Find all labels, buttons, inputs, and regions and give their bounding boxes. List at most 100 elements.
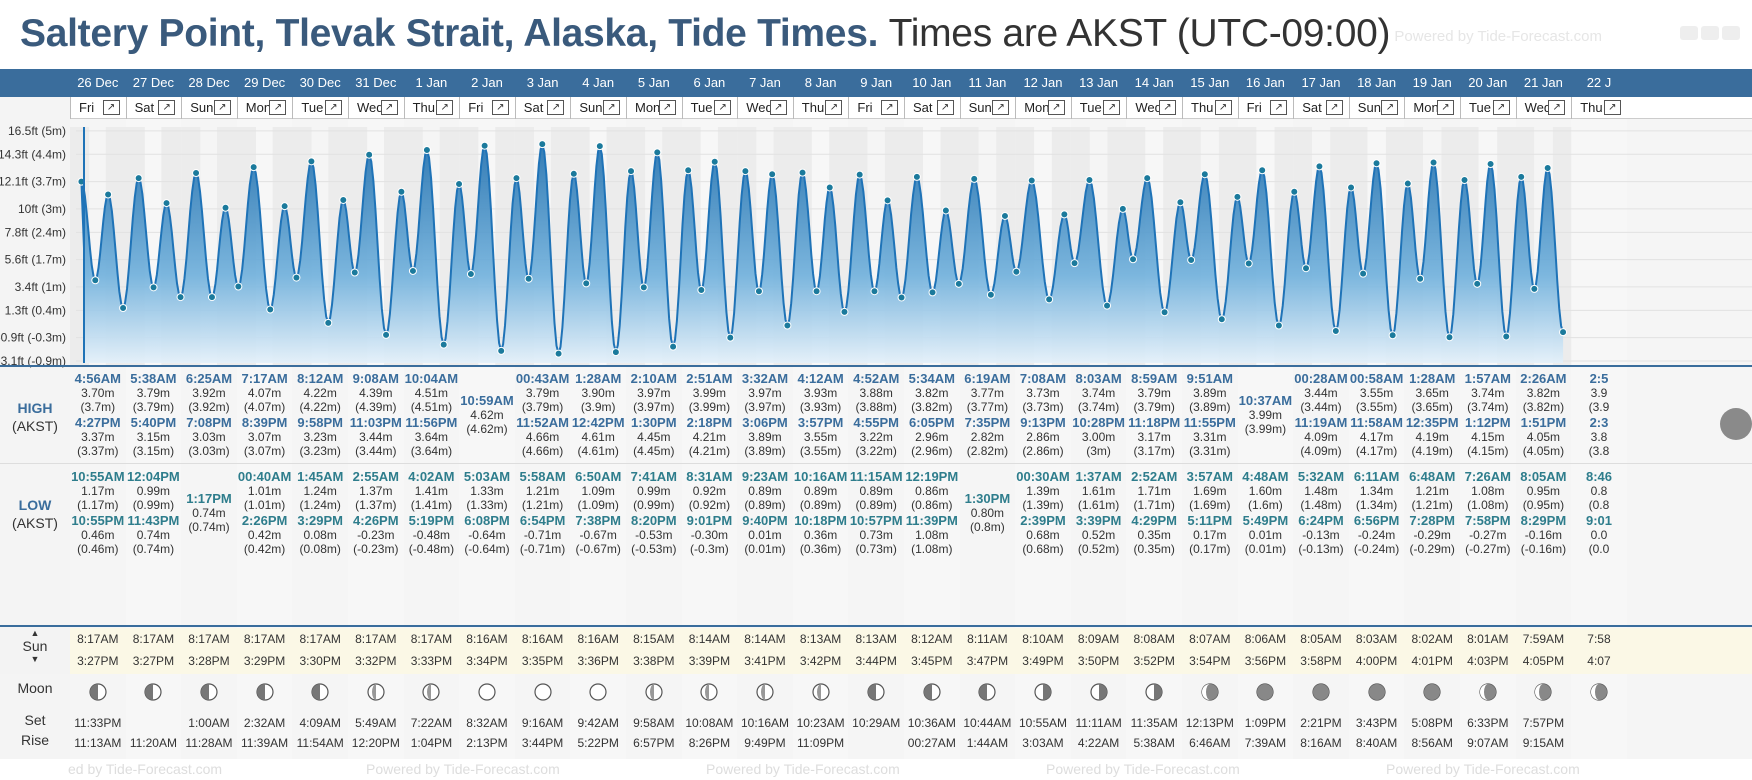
expand-icon[interactable]: ↗ (769, 100, 787, 115)
expand-icon[interactable]: ↗ (1325, 100, 1343, 115)
expand-icon[interactable]: ↗ (658, 100, 676, 115)
moon-times-cell: 10:44AM 1:44AM (960, 713, 1016, 753)
date-header-cell: 6 Jan (693, 75, 726, 90)
high-tide-cell: 9:08AM 4.39m (4.39m) (348, 372, 404, 415)
expand-icon[interactable]: ↗ (380, 100, 398, 115)
expand-icon[interactable]: ↗ (1548, 100, 1566, 115)
tide-point (883, 196, 892, 205)
expand-icon[interactable]: ↗ (1214, 100, 1232, 115)
tide-point (1290, 187, 1299, 196)
sunrise-time: 8:07AM (1189, 632, 1231, 646)
tide-time: 7:26AM (1464, 469, 1511, 484)
expand-icon[interactable]: ↗ (436, 100, 454, 115)
tide-point (897, 293, 906, 302)
tide-height-m: 3.89m (1193, 386, 1227, 400)
weekday-label: Sat (523, 100, 544, 115)
sun-times-cell: 8:16AM 3:34PM (459, 633, 515, 667)
tide-point (928, 288, 937, 297)
high-tide-cell: 11:03PM 3.44m (3.44m) (348, 416, 404, 459)
tide-height-m: 3.77m (970, 386, 1005, 400)
sun-times-cell: 8:03AM 4:00PM (1349, 633, 1405, 667)
tide-point (162, 199, 171, 208)
high-tide-cell: 2:26AM 3.82m (3.82m) (1516, 372, 1572, 415)
high-tide-cell: 1:57AM 3.74m (3.74m) (1460, 372, 1516, 415)
moonrise-time: 12:20PM (351, 736, 400, 750)
weekday-cell: Sat ↗ (1293, 97, 1349, 119)
moonset-time: 11:33PM (74, 716, 122, 730)
date-header-cell: 3 Jan (526, 75, 559, 90)
expand-icon[interactable]: ↗ (491, 100, 509, 115)
high-tide-cell: 5:34AM 3.82m (3.82m) (904, 371, 960, 415)
tide-time: 2:10AM (630, 371, 677, 386)
expand-icon[interactable]: ↗ (547, 100, 565, 115)
moon-phase-icon (1534, 683, 1552, 701)
tide-height-alt: (0.99m) (633, 498, 675, 512)
tide-point (825, 183, 834, 192)
tide-height-m: -0.71m (523, 528, 562, 542)
tide-height-alt: (3.31m) (1189, 444, 1231, 458)
expand-icon[interactable]: ↗ (158, 100, 176, 115)
weekday-label: Sun (968, 100, 992, 115)
tide-height-m: 4.45m (637, 430, 671, 444)
tide-height-m: 0.89m (859, 484, 893, 498)
tide-height-m: 3.73m (1026, 386, 1060, 400)
expand-icon[interactable]: ↗ (1603, 100, 1621, 115)
tide-time: 5:34AM (908, 371, 955, 386)
expand-icon[interactable]: ↗ (880, 100, 898, 115)
expand-icon[interactable]: ↗ (1436, 100, 1454, 115)
tide-height-m: -0.27m (1469, 528, 1507, 542)
tide-point (870, 287, 879, 296)
tide-height-m: 1.61m (1081, 484, 1116, 498)
weekday-cell: Mon ↗ (236, 97, 293, 119)
expand-icon[interactable]: ↗ (1492, 100, 1510, 115)
sunset-time: 3:58PM (1300, 654, 1342, 668)
low-tide-cell: 6:48AM 1.21m (1.21m) (1404, 470, 1460, 513)
sun-times-cell: 8:17AM 3:27PM (70, 633, 126, 667)
moon-phase-icon (1423, 683, 1441, 701)
moonset-time: 5:08PM (1411, 716, 1453, 730)
tide-height-alt: (-0.53m) (631, 542, 677, 556)
tide-point (365, 150, 374, 159)
tide-height-alt: (3.73m) (1022, 400, 1064, 414)
expand-icon[interactable]: ↗ (1047, 100, 1065, 115)
tide-height-m: 0.8 (1590, 484, 1608, 498)
expand-icon[interactable]: ↗ (1381, 100, 1399, 115)
expand-icon[interactable]: ↗ (825, 100, 843, 115)
expand-icon[interactable]: ↗ (1158, 100, 1176, 115)
sun-times-cell: 8:15AM 3:38PM (626, 633, 682, 667)
expand-icon[interactable]: ↗ (269, 100, 287, 115)
tide-height-m: 1.21m (525, 484, 560, 498)
moon-times-cell: 2:21PM 8:16AM (1293, 713, 1349, 753)
expand-icon[interactable]: ↗ (936, 100, 954, 115)
high-tide-cell: 11:56PM 3.64m (3.64m) (404, 416, 460, 459)
sun-times-cell: 8:14AM 3:39PM (682, 633, 738, 667)
tide-point (1502, 332, 1511, 341)
expand-icon[interactable]: ↗ (992, 100, 1010, 115)
tide-time: 1:37AM (1075, 469, 1122, 484)
moonset-time: 1:09PM (1244, 716, 1287, 730)
scroll-right-button[interactable] (1720, 408, 1752, 440)
tide-height-alt: (4.07m) (243, 400, 286, 414)
expand-icon[interactable]: ↗ (714, 100, 732, 115)
rise-label-text: Rise (20, 732, 49, 748)
low-tide-cell: 6:56PM -0.24m (-0.24m) (1349, 514, 1405, 557)
high-tide-cell: 11:19AM 4.09m (4.09m) (1293, 416, 1349, 459)
tide-time: 10:55AM (71, 469, 125, 484)
tide-height-alt: (1.34m) (1355, 498, 1398, 512)
high-tide-cell: 4:55PM 3.22m (3.22m) (848, 415, 904, 459)
expand-icon[interactable]: ↗ (213, 100, 231, 115)
sunset-time: 3:49PM (1022, 654, 1064, 668)
moonrise-time: 5:22PM (577, 736, 619, 750)
tide-time: 4:55PM (853, 415, 899, 430)
tide-height-m: -0.64m (468, 528, 506, 542)
expand-icon[interactable]: ↗ (602, 100, 620, 115)
expand-icon[interactable]: ↗ (324, 100, 342, 115)
sunrise-time: 8:17AM (188, 632, 230, 646)
tide-time: 1:28AM (575, 371, 622, 386)
high-tide-cell: 7:08AM 3.73m (3.73m) (1015, 372, 1071, 415)
expand-icon[interactable]: ↗ (1103, 100, 1121, 115)
expand-icon[interactable]: ↗ (1270, 100, 1288, 115)
low-tide-cell: 4:29PM 0.35m (0.35m) (1126, 514, 1182, 557)
expand-icon[interactable]: ↗ (102, 100, 120, 115)
tide-point (466, 270, 475, 279)
